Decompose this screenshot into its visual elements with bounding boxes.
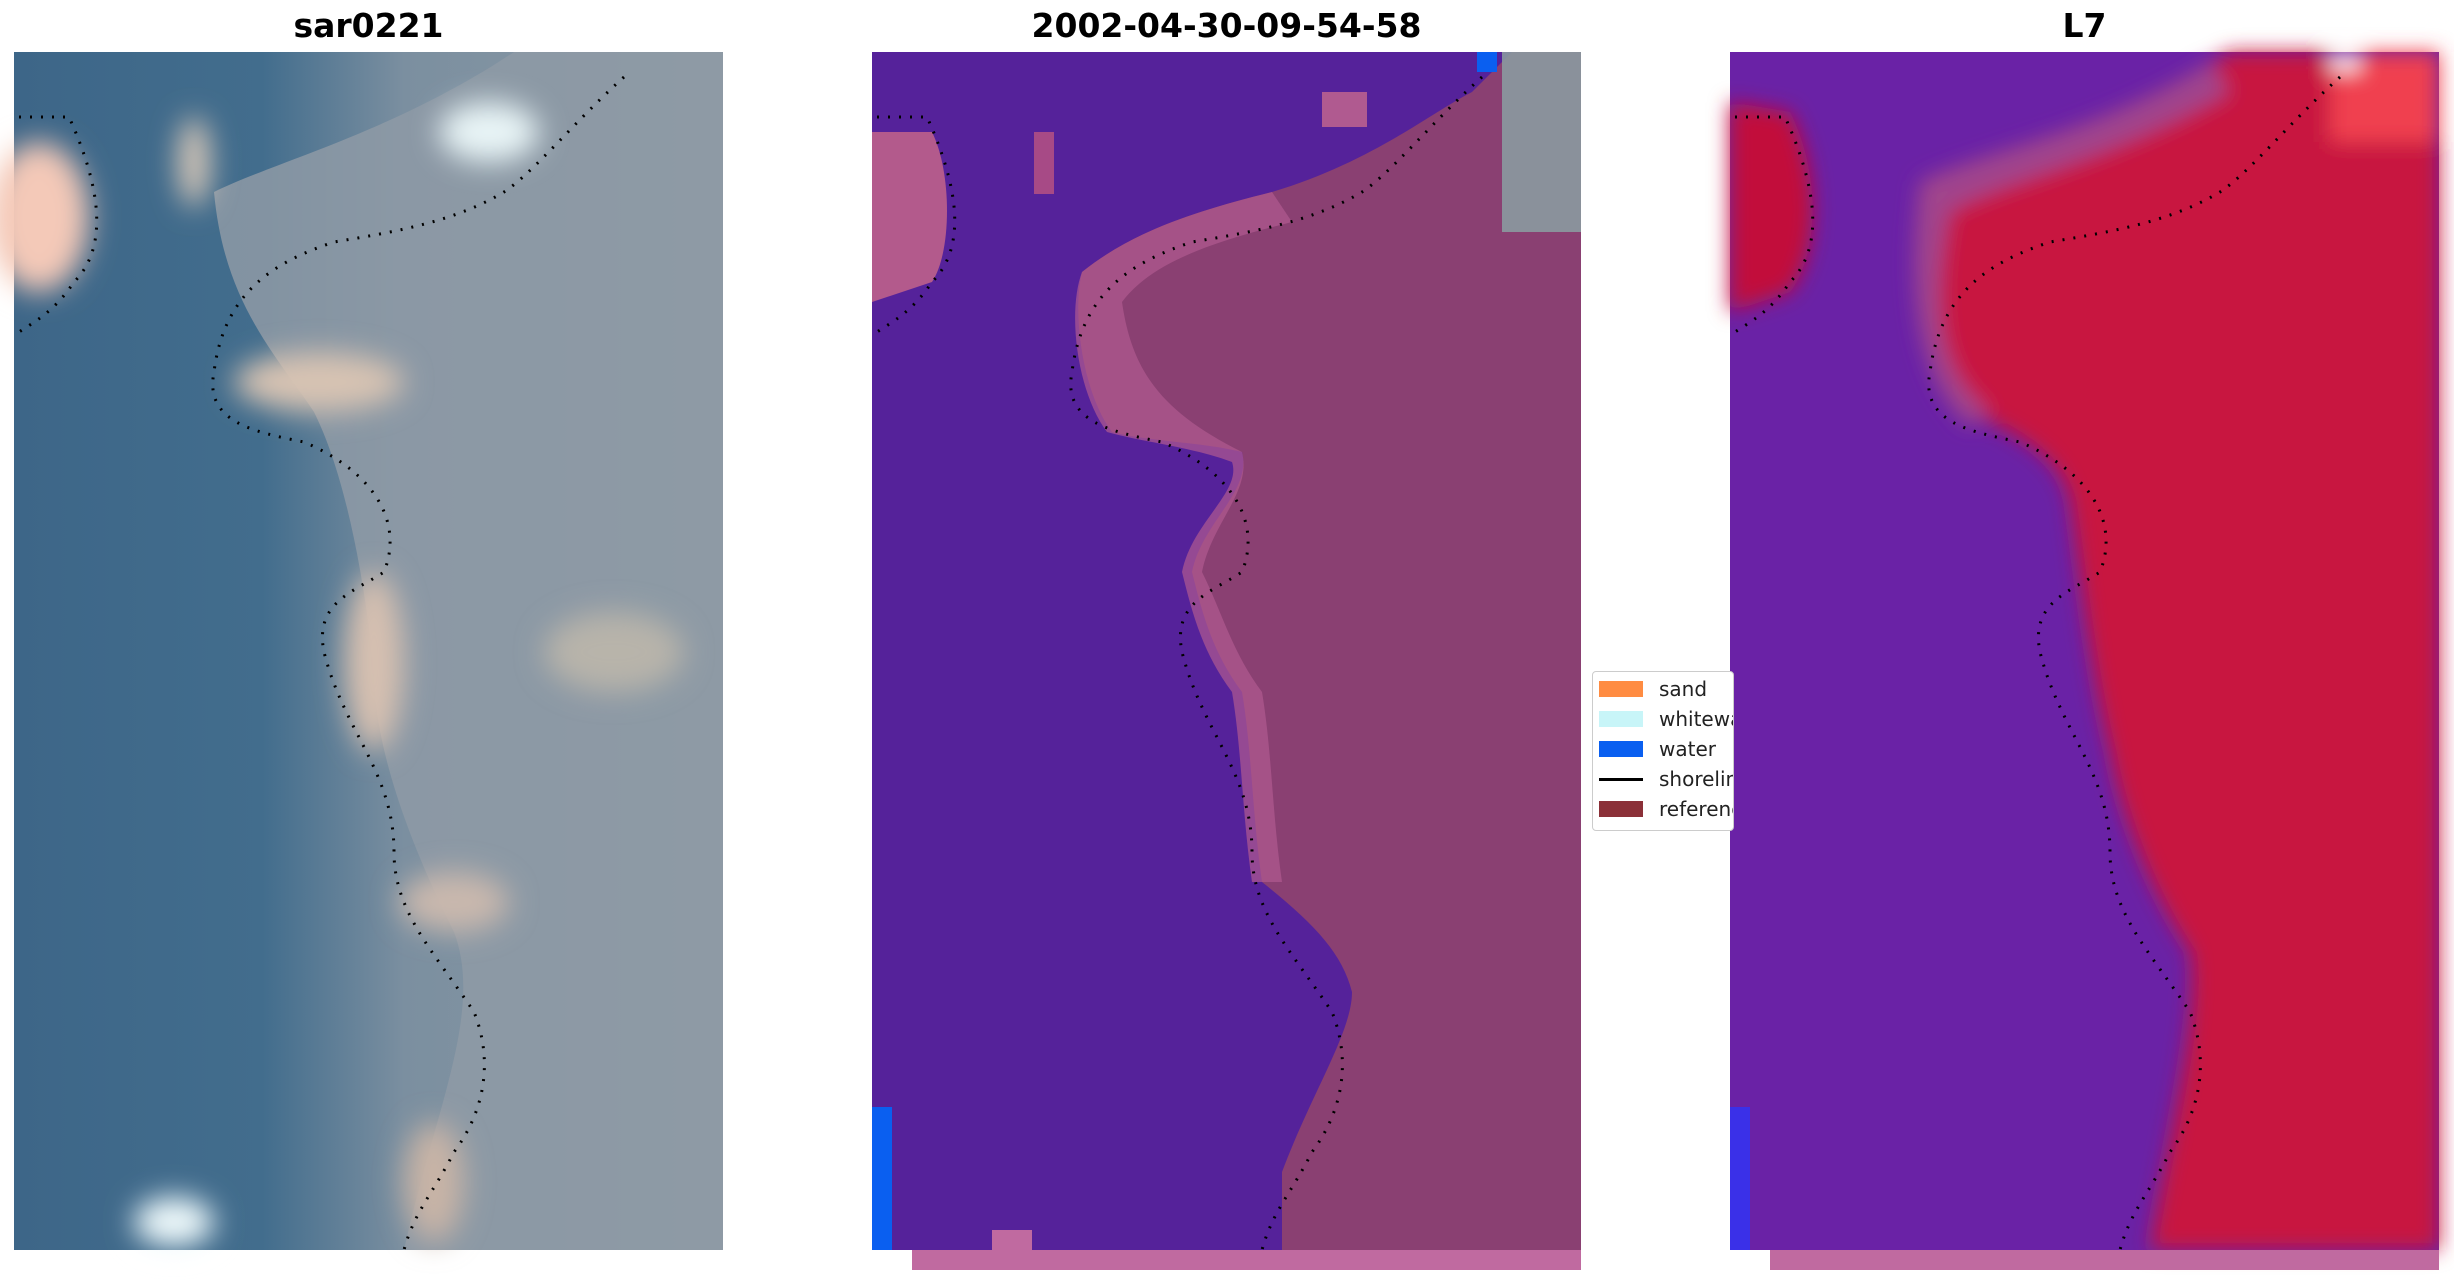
panel-title-index: L7 [2062,6,2107,45]
reference-swatch [1599,801,1643,817]
rgb-land-area [214,52,723,1250]
classified-image-panel [872,52,1581,1270]
shoreline-swatch [1599,777,1643,781]
index-image-panel [1730,52,2439,1270]
legend-item-shoreline: shoreline [1599,767,1733,791]
water-swatch [1599,741,1643,757]
rgb-image-panel [0,52,723,1251]
sand-swatch [1599,681,1643,697]
land-class-small-patch [1034,132,1054,194]
legend-item-sand: sand [1599,677,1707,701]
land-class-small-patch-2 [1322,92,1367,127]
legend-item-reference: reference [1599,797,1733,821]
index-shoreline [1734,75,2342,1251]
panel-title-classified: 2002-04-30-09-54-58 [1031,6,1422,45]
legend-item-whitewater: whitewater [1599,707,1733,731]
bottom-strip-index [1770,1250,2439,1270]
index-blue-patch [1730,1107,1750,1250]
bottom-strip [912,1250,1581,1270]
index-high-area [1926,52,2439,1250]
legend-label: shoreline [1659,767,1733,791]
legend: sand whitewater water shoreline referenc… [1592,671,1734,831]
classified-shoreline [876,75,1484,1251]
legend-label: whitewater [1659,707,1733,731]
legend-item-water: water [1599,737,1716,761]
panel-title-rgb: sar0221 [293,6,444,45]
rgb-shoreline [18,75,626,1251]
land-class-left-patch [872,132,947,302]
legend-label: water [1659,737,1716,761]
legend-label: sand [1659,677,1708,701]
whitewater-swatch [1599,711,1643,727]
land-class-area [1078,52,1581,1250]
water-class-blue-patch [872,1107,892,1250]
legend-label: reference [1659,797,1733,821]
